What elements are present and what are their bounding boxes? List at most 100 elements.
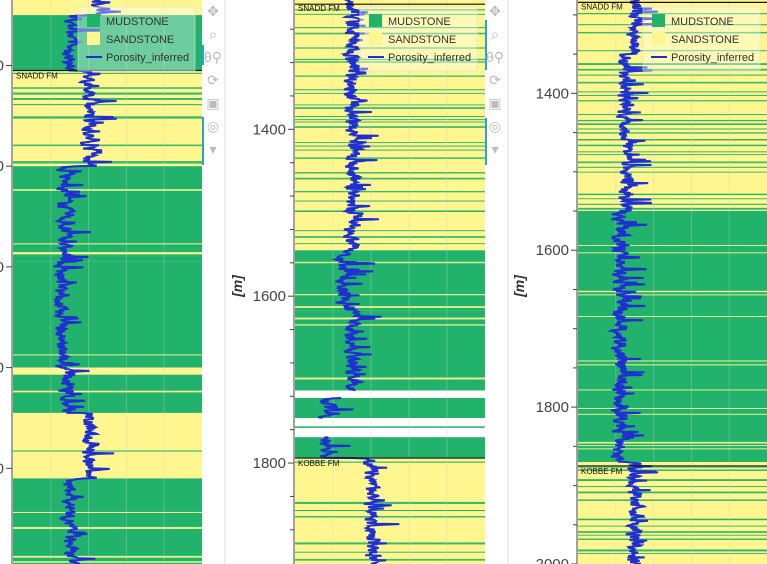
legend: MUDSTONE SANDSTONE Porosity_inferred xyxy=(77,6,196,72)
lithology-band xyxy=(13,511,202,513)
save-icon[interactable]: ▣ xyxy=(488,95,502,111)
lithology-band xyxy=(13,92,202,95)
lithology-band xyxy=(295,0,485,251)
crosshair-icon[interactable]: ◎ xyxy=(488,118,502,134)
box-zoom-icon[interactable]: ⌕ xyxy=(209,26,217,42)
pan-icon[interactable]: ✥ xyxy=(207,3,219,19)
lithology-band xyxy=(578,294,767,296)
lithology-band xyxy=(295,145,485,147)
formation-top-label: SNADD FM xyxy=(16,72,58,81)
lithology-band xyxy=(295,210,485,212)
legend-swatch xyxy=(652,32,665,45)
y-tick-label: 0 xyxy=(0,57,4,74)
panel-2: SNADD FM KOBBE FM 1400 1600 1800 [m] MUDSTONE S… xyxy=(229,0,485,564)
lithology-band xyxy=(295,542,485,545)
lithology-band xyxy=(578,549,767,552)
y-tick-label: 1600 xyxy=(536,242,569,259)
lithology-band xyxy=(578,316,767,318)
lithology-band xyxy=(578,445,767,447)
lithology-band xyxy=(13,103,202,106)
lithology-band xyxy=(578,389,767,391)
lithology-band xyxy=(578,290,767,293)
lithology-band xyxy=(578,24,767,26)
lithology-band xyxy=(578,466,767,468)
y-tick-label: 2000 xyxy=(536,556,569,564)
lithology-band xyxy=(578,94,767,96)
y-tick-label: 1400 xyxy=(253,121,286,138)
toolbar-panel-1: ✥ ⌕ θ⚲ ⟳ ▣ ◎ ▾ xyxy=(204,2,222,158)
lithology-band xyxy=(578,63,767,65)
legend-swatch xyxy=(87,32,100,45)
lithology-band xyxy=(13,15,202,71)
lithology-band xyxy=(295,142,485,144)
lithology-band xyxy=(578,193,767,196)
lithology-band xyxy=(13,390,202,393)
formation-top-label: SNADD FM xyxy=(581,2,623,11)
legend-label: Porosity_inferred xyxy=(671,52,754,64)
lithology-band xyxy=(295,250,485,311)
save-icon[interactable]: ▣ xyxy=(206,95,220,111)
lithology-band xyxy=(578,0,767,55)
lithology-band xyxy=(295,47,485,49)
box-zoom-icon[interactable]: ⌕ xyxy=(491,26,499,42)
reset-icon[interactable]: ⟳ xyxy=(207,72,219,88)
lithology-band xyxy=(295,461,485,463)
lithology-band xyxy=(578,491,767,494)
y-tick-label: 1800 xyxy=(536,399,569,416)
wheel-zoom-icon[interactable]: θ⚲ xyxy=(485,49,505,65)
lithology-band xyxy=(13,561,202,563)
lithology-band xyxy=(578,211,767,463)
lithology-band xyxy=(578,100,767,102)
lithology-band xyxy=(295,119,485,121)
lithology-band xyxy=(295,230,485,232)
y-tick-label: 0 xyxy=(0,460,4,477)
lithology-band xyxy=(295,89,485,91)
y-tick-label: 0 xyxy=(0,360,4,377)
lithology-band xyxy=(295,75,485,77)
lithology-band xyxy=(578,144,767,147)
lithology-band xyxy=(578,123,767,126)
lithology-band xyxy=(578,469,767,471)
lithology-band xyxy=(295,32,485,35)
hover-icon[interactable]: ▾ xyxy=(209,141,217,157)
lithology-band xyxy=(295,501,485,504)
lithology-band xyxy=(13,0,202,16)
reset-icon[interactable]: ⟳ xyxy=(489,72,501,88)
lithology-band xyxy=(295,294,485,296)
y-tick-label: 1600 xyxy=(253,288,286,305)
y-tick-label: 1400 xyxy=(536,85,569,102)
lithology-band xyxy=(578,151,767,153)
pan-icon[interactable]: ✥ xyxy=(489,3,501,19)
lithology-band xyxy=(578,166,767,168)
lithology-band xyxy=(578,245,767,247)
lithology-band xyxy=(295,58,485,61)
lithology-band xyxy=(295,317,485,320)
lithology-band xyxy=(578,499,767,501)
y-tick-label: 1800 xyxy=(253,455,286,472)
legend-label: Porosity_inferred xyxy=(388,52,471,64)
y-axis-title: [m] xyxy=(229,274,245,298)
lithology-band xyxy=(13,354,202,356)
lithology-band xyxy=(578,486,767,488)
hover-icon[interactable]: ▾ xyxy=(491,141,499,157)
lithology-band xyxy=(295,13,485,15)
lithology-band xyxy=(295,324,485,326)
lithology-band xyxy=(13,144,202,147)
lithology-band xyxy=(578,114,767,116)
lithology-band xyxy=(13,243,202,245)
wheel-zoom-icon[interactable]: θ⚲ xyxy=(203,49,223,65)
lithology-band xyxy=(578,161,767,164)
crosshair-icon[interactable]: ◎ xyxy=(206,118,220,134)
porosity-curve xyxy=(331,0,382,392)
legend-label: SANDSTONE xyxy=(671,34,739,46)
lithology-band xyxy=(13,478,202,564)
active-tool-indicator xyxy=(485,118,487,165)
lithology-band xyxy=(295,261,485,264)
lithology-band xyxy=(295,551,485,553)
lithology-band xyxy=(578,252,767,254)
toolbar-panel-2: ✥ ⌕ θ⚲ ⟳ ▣ ◎ ▾ xyxy=(486,2,504,158)
panel-3: SNADD FM KOBBE FM 1400 1600 1800 2000 [m] MUDST… xyxy=(511,0,767,564)
lithology-band xyxy=(578,139,767,141)
lithology-band xyxy=(295,306,485,308)
